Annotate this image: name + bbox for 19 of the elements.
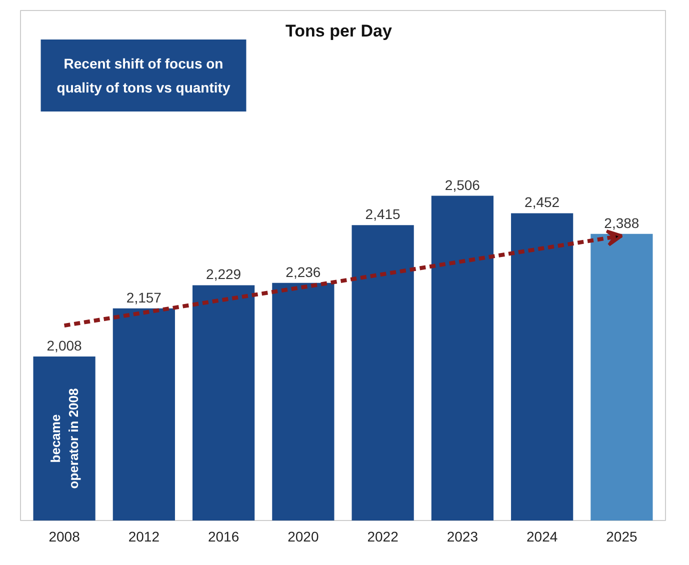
data-label: 2,506 <box>444 176 480 193</box>
data-label: 2,388 <box>604 214 640 231</box>
data-label: 2,008 <box>46 338 82 354</box>
data-label: 2,236 <box>286 264 321 280</box>
x-tick-label: 2025 <box>606 528 638 544</box>
x-tick-label: 2008 <box>48 528 80 544</box>
x-tick-label: 2016 <box>208 528 240 544</box>
text: Tons per Day <box>286 22 392 40</box>
annotation: Recent shift of focus on quality of tons vs quantity <box>56 56 230 96</box>
data-label: 2,452 <box>524 194 560 210</box>
x-tick-label: 2023 <box>446 528 478 544</box>
x-tick-label: 2012 <box>128 528 160 544</box>
data-label: 2,415 <box>365 206 401 222</box>
x-tick-label: 2022 <box>367 528 399 544</box>
x-tick-label: 2020 <box>288 528 319 544</box>
x-tick-label: 2024 <box>526 528 558 544</box>
annotation: became operator in 2008 <box>48 388 81 489</box>
data-label: 2,157 <box>126 289 162 306</box>
data-label: 2,229 <box>206 266 242 282</box>
